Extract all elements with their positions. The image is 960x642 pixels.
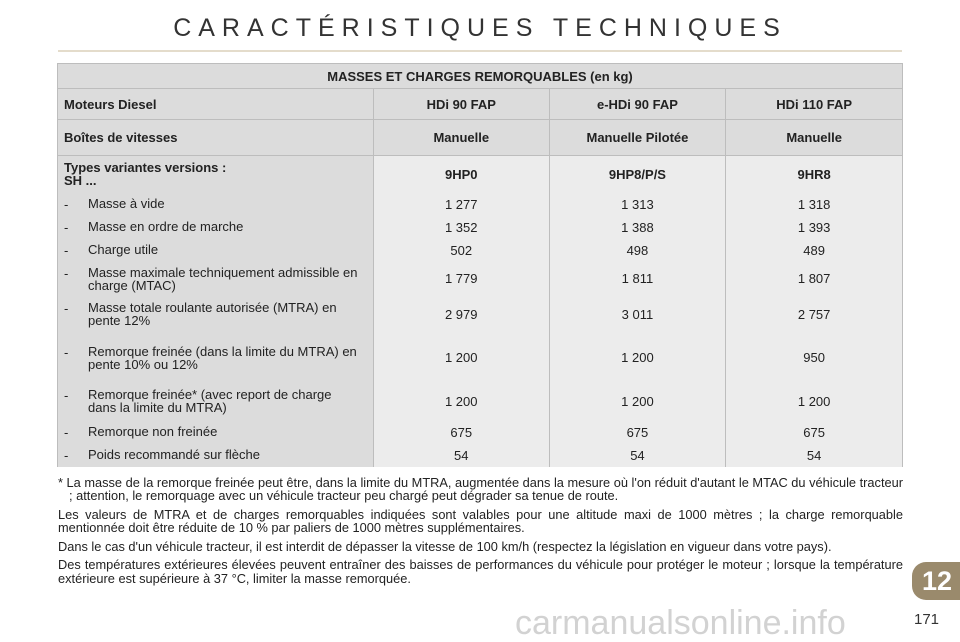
table-row: - Remorque non freinée 675 675 675 (57, 419, 903, 445)
row-label: - Remorque non freinée (57, 419, 374, 445)
engine-header: HDi 90 FAP (372, 88, 550, 120)
chapter-tab[interactable]: 12 (912, 562, 960, 600)
gearbox-label: Boîtes de vitesses (57, 119, 374, 156)
row-value: 1 811 (548, 261, 727, 296)
row-value: 1 277 (372, 192, 550, 216)
row-value: 675 (548, 419, 727, 445)
row-value: 1 393 (725, 215, 903, 239)
table-row: - Masse en ordre de marche 1 352 1 388 1 393 (57, 215, 903, 239)
table-row: - Masse maximale techniquement admissible… (57, 261, 903, 296)
type-value: 9HP0 (372, 155, 550, 193)
row-value: 1 313 (548, 192, 727, 216)
row-label: - Remorque freinée (dans la limite du MTR… (57, 332, 374, 383)
table-row: - Remorque freinée (dans la limite du MTR… (57, 332, 903, 383)
row-label: - Poids recommandé sur flèche (57, 444, 374, 467)
row-value: 498 (548, 238, 727, 262)
table-row: - Remorque freinée* (avec report de charg… (57, 382, 903, 420)
row-value: 3 011 (548, 295, 727, 333)
table-row: - Masse totale roulante autorisée (MTRA) … (57, 295, 903, 333)
row-value: 1 388 (548, 215, 727, 239)
row-label: - Masse maximale techniquement admissible… (57, 261, 374, 296)
row-label: - Masse en ordre de marche (57, 215, 374, 239)
watermark: carmanualsonline.info (515, 604, 846, 642)
footnote: * La masse de la remorque freinée peut ê… (58, 474, 903, 504)
row-value: 950 (725, 332, 903, 383)
type-value: 9HP8/P/S (548, 155, 727, 193)
row-value: 1 200 (548, 332, 727, 383)
row-value: 2 979 (372, 295, 550, 333)
row-value: 1 779 (372, 261, 550, 296)
row-label: - Remorque freinée* (avec report de charg… (57, 382, 374, 420)
row-label: - Charge utile (57, 238, 374, 262)
content: MASSES ET CHARGES REMORQUABLES (en kg) M… (57, 63, 903, 591)
table-row: - Masse à vide 1 277 1 313 1 318 (57, 192, 903, 216)
gearbox-header: Manuelle (372, 119, 550, 156)
gearbox-header: Manuelle Pilotée (548, 119, 727, 156)
engine-header: HDi 110 FAP (725, 88, 903, 120)
row-label: - Masse à vide (57, 192, 374, 216)
row-value: 1 352 (372, 215, 550, 239)
row-value: 1 200 (725, 382, 903, 420)
notes: * La masse de la remorque freinée peut ê… (58, 474, 903, 587)
row-value: 1 807 (725, 261, 903, 296)
table-row: - Poids recommandé sur flèche 54 54 54 (57, 444, 903, 467)
masses-table: MASSES ET CHARGES REMORQUABLES (en kg) M… (57, 63, 903, 467)
table-caption: MASSES ET CHARGES REMORQUABLES (en kg) (57, 63, 903, 89)
row-value: 489 (725, 238, 903, 262)
row-value: 54 (372, 444, 550, 467)
row-value: 1 200 (372, 382, 550, 420)
row-value: 1 200 (548, 382, 727, 420)
engine-header: e-HDi 90 FAP (548, 88, 727, 120)
title-divider (58, 50, 902, 52)
gearbox-header: Manuelle (725, 119, 903, 156)
type-value: 9HR8 (725, 155, 903, 193)
row-value: 502 (372, 238, 550, 262)
page-title: CARACTÉRISTIQUES TECHNIQUES (173, 14, 787, 42)
row-value: 675 (372, 419, 550, 445)
engines-label: Moteurs Diesel (57, 88, 374, 120)
row-value: 2 757 (725, 295, 903, 333)
note-paragraph: Des températures extérieures élevées peu… (58, 557, 903, 587)
row-value: 1 200 (372, 332, 550, 383)
types-label: Types variantes versions : SH ... (57, 155, 374, 193)
row-label: - Masse totale roulante autorisée (MTRA) … (57, 295, 374, 333)
note-paragraph: Les valeurs de MTRA et de charges remorq… (58, 506, 903, 536)
note-paragraph: Dans le cas d'un véhicule tracteur, il e… (58, 538, 832, 554)
row-value: 54 (725, 444, 903, 467)
table-row: - Charge utile 502 498 489 (57, 238, 903, 262)
page-number: 171 (914, 611, 940, 628)
row-value: 54 (548, 444, 727, 467)
row-value: 1 318 (725, 192, 903, 216)
row-value: 675 (725, 419, 903, 445)
